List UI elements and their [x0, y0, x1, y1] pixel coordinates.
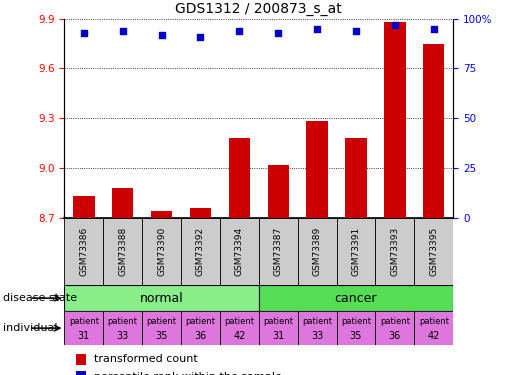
Text: 31: 31 [78, 330, 90, 340]
Bar [76, 354, 86, 364]
Bar [151, 211, 173, 218]
Text: 35: 35 [350, 330, 362, 340]
Text: GSM73386: GSM73386 [79, 226, 88, 276]
Bar [112, 188, 133, 218]
Text: 35: 35 [156, 330, 168, 340]
Point [196, 34, 204, 40]
Text: GSM73393: GSM73393 [390, 226, 399, 276]
Bar [103, 311, 142, 345]
Point [118, 28, 127, 34]
Text: GSM73394: GSM73394 [235, 226, 244, 276]
Text: GSM73389: GSM73389 [313, 226, 321, 276]
Text: percentile rank within the sample: percentile rank within the sample [94, 372, 281, 375]
Text: 31: 31 [272, 330, 284, 340]
Point [391, 22, 399, 28]
Bar [259, 311, 298, 345]
Title: GDS1312 / 200873_s_at: GDS1312 / 200873_s_at [176, 2, 342, 16]
Bar [259, 285, 453, 311]
Text: GSM73391: GSM73391 [352, 226, 360, 276]
Text: GSM73387: GSM73387 [274, 226, 283, 276]
Bar [76, 371, 86, 375]
Text: GSM73392: GSM73392 [196, 226, 205, 276]
Text: 36: 36 [194, 330, 207, 340]
Bar [375, 217, 414, 285]
Bar [306, 122, 328, 218]
Bar [298, 217, 336, 285]
Text: patient: patient [263, 317, 293, 326]
Bar [414, 217, 453, 285]
Bar [103, 217, 142, 285]
Text: disease state: disease state [3, 293, 77, 303]
Text: 42: 42 [233, 330, 246, 340]
Bar [64, 311, 103, 345]
Text: patient: patient [302, 317, 332, 326]
Bar [73, 196, 95, 217]
Text: GSM73388: GSM73388 [118, 226, 127, 276]
Text: 33: 33 [311, 330, 323, 340]
Bar [229, 138, 250, 218]
Bar [384, 22, 406, 217]
Bar [423, 44, 444, 218]
Text: transformed count: transformed count [94, 354, 197, 364]
Bar [220, 217, 259, 285]
Bar [142, 217, 181, 285]
Bar [375, 311, 414, 345]
Bar [267, 165, 289, 218]
Text: patient: patient [108, 317, 138, 326]
Bar [337, 217, 375, 285]
Bar [64, 285, 259, 311]
Point [235, 28, 244, 34]
Point [430, 26, 438, 32]
Bar [190, 207, 211, 218]
Text: normal: normal [140, 292, 183, 304]
Text: patient: patient [380, 317, 410, 326]
Point [352, 28, 360, 34]
Text: patient: patient [69, 317, 99, 326]
Bar [259, 217, 298, 285]
Point [80, 30, 88, 36]
Text: patient: patient [341, 317, 371, 326]
Bar [181, 311, 220, 345]
Text: patient: patient [147, 317, 177, 326]
Text: 36: 36 [389, 330, 401, 340]
Text: individual: individual [3, 323, 57, 333]
Text: patient: patient [225, 317, 254, 326]
Text: cancer: cancer [335, 292, 377, 304]
Bar [345, 138, 367, 218]
Bar [337, 311, 375, 345]
Text: 42: 42 [427, 330, 440, 340]
Bar [142, 311, 181, 345]
Text: 33: 33 [116, 330, 129, 340]
Text: patient: patient [185, 317, 215, 326]
Bar [298, 311, 336, 345]
Bar [64, 217, 103, 285]
Point [313, 26, 321, 32]
Bar [220, 311, 259, 345]
Text: patient: patient [419, 317, 449, 326]
Bar [414, 311, 453, 345]
Text: GSM73395: GSM73395 [430, 226, 438, 276]
Point [274, 30, 282, 36]
Point [158, 32, 166, 38]
Bar [181, 217, 220, 285]
Text: GSM73390: GSM73390 [157, 226, 166, 276]
